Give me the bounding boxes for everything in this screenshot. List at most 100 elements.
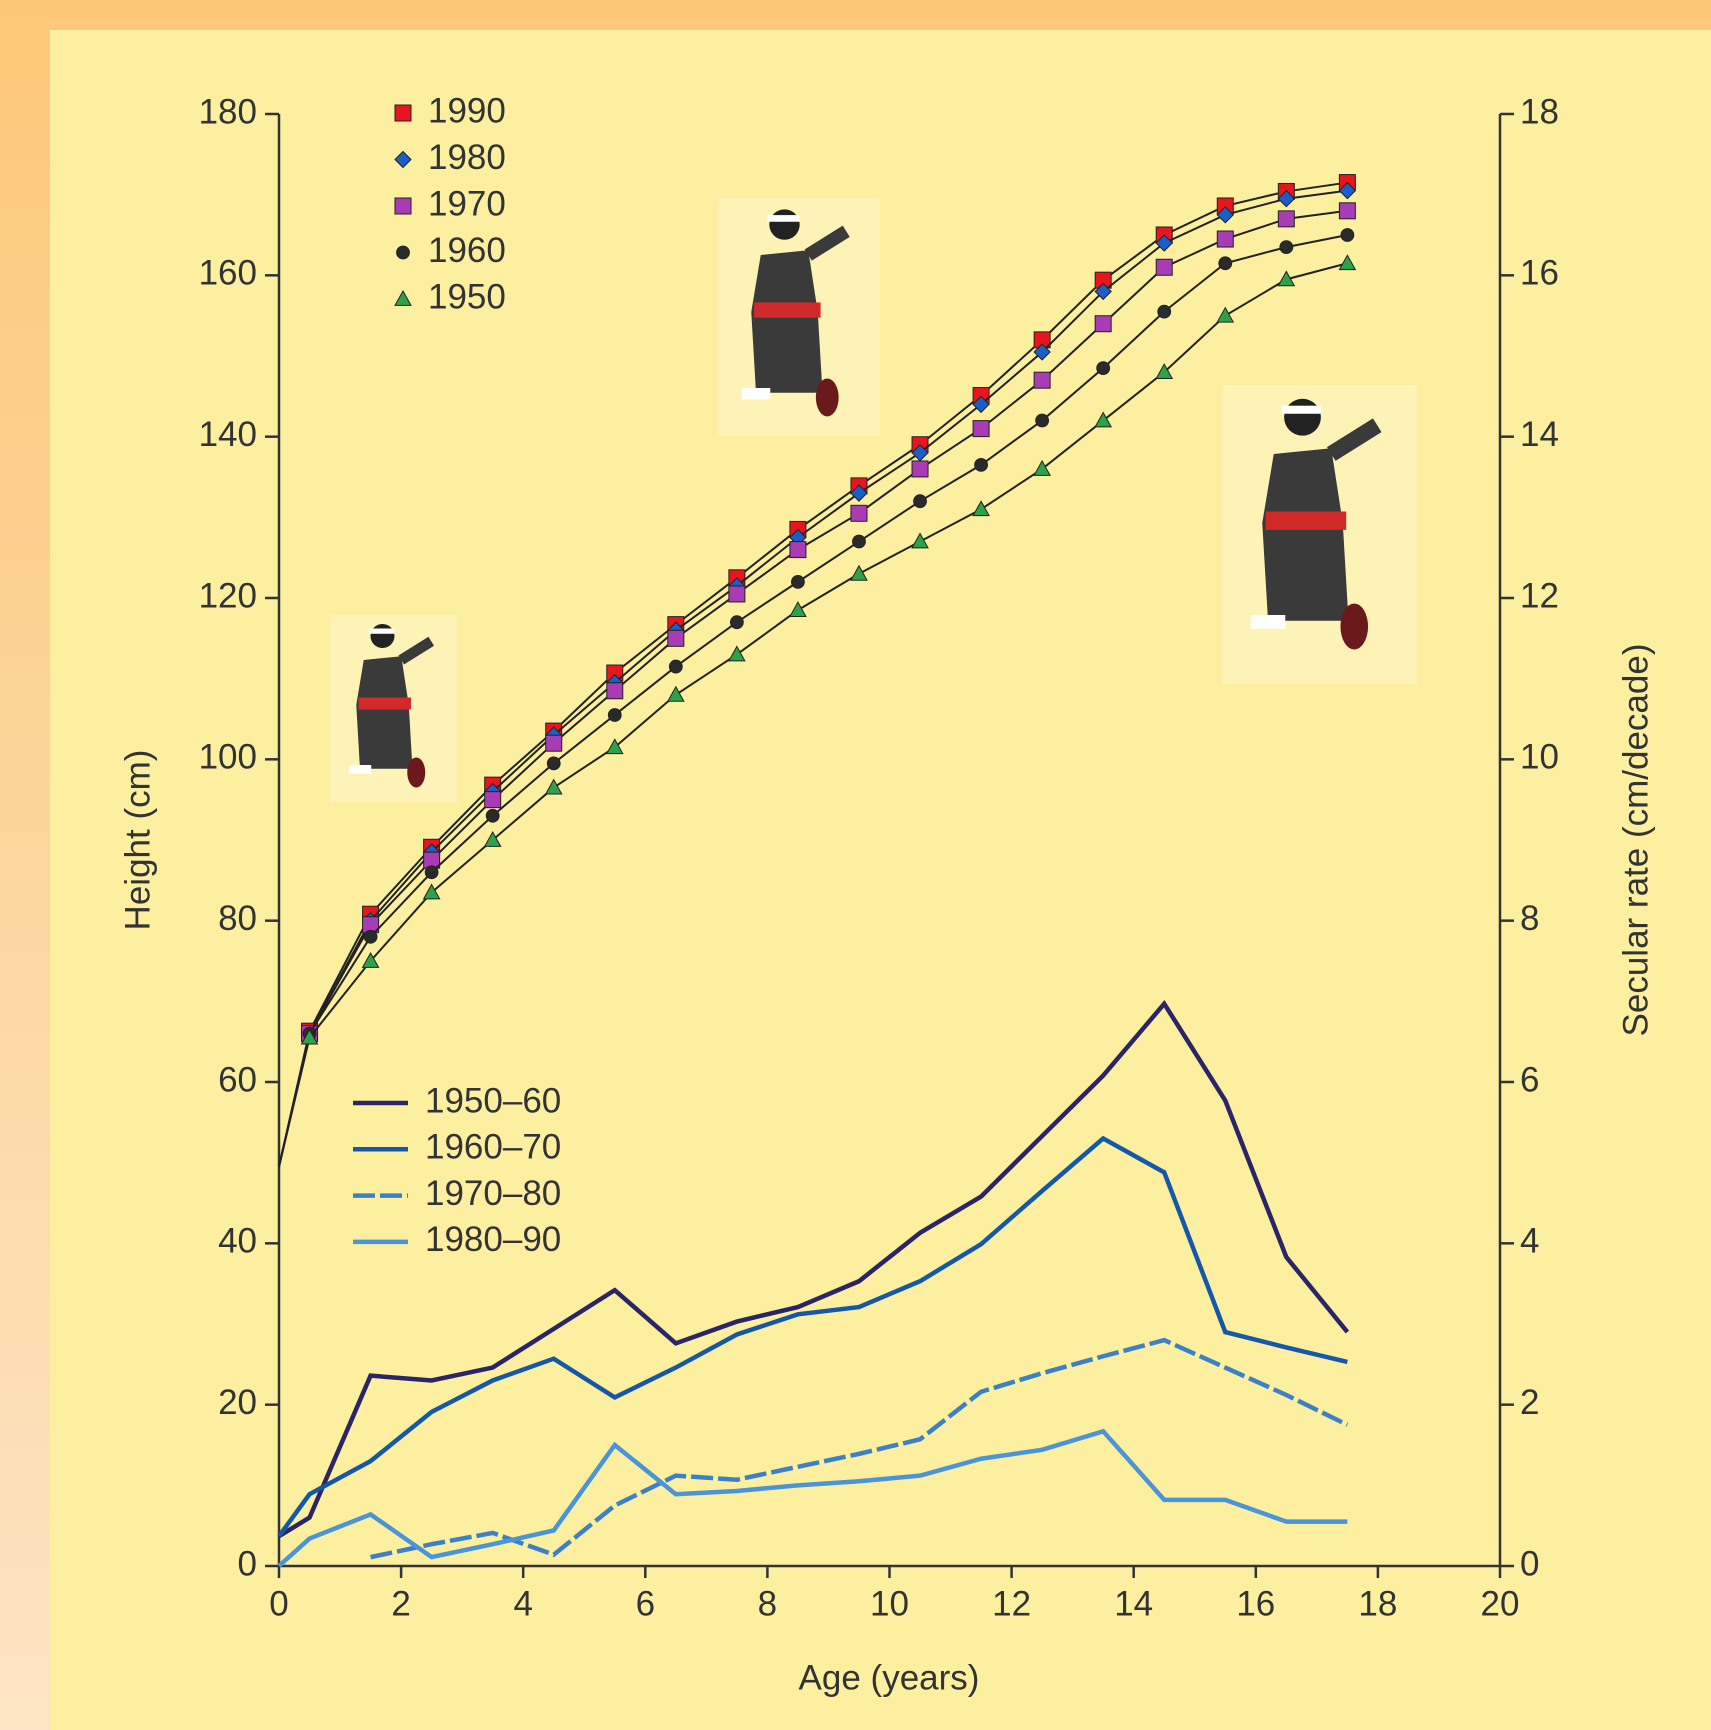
marker: [607, 708, 622, 722]
y-axis-label: Height (cm): [118, 750, 157, 931]
legend-label: 1990: [428, 91, 506, 130]
marker: [1035, 413, 1050, 428]
marker: [1094, 282, 1112, 301]
x-tick-label: 18: [1358, 1584, 1397, 1623]
marker: [1338, 202, 1356, 220]
marker: [850, 504, 868, 522]
y2-tick-label: 4: [1520, 1222, 1539, 1261]
marker: [363, 929, 378, 944]
marker: [483, 830, 502, 847]
legend-marker: [396, 245, 410, 260]
y-tick-label: 180: [199, 92, 257, 131]
x-tick-label: 10: [870, 1584, 909, 1623]
marker: [1155, 258, 1173, 276]
y-tick-label: 100: [199, 738, 257, 777]
y-tick-label: 140: [199, 415, 257, 454]
marker: [1094, 411, 1113, 428]
rate-line: [277, 1428, 1348, 1568]
marker: [728, 645, 746, 662]
marker: [546, 756, 561, 771]
y-tick-label: 20: [218, 1383, 257, 1422]
marker: [972, 500, 990, 517]
marker: [1338, 254, 1357, 271]
legend-label: 1980: [428, 138, 506, 177]
marker: [1096, 361, 1111, 376]
marker: [913, 494, 927, 509]
y2-tick-label: 6: [1520, 1060, 1539, 1099]
marker: [300, 1028, 319, 1045]
y2-tick-label: 16: [1520, 254, 1559, 293]
x-tick-label: 0: [269, 1584, 288, 1623]
legend-marker: [394, 150, 412, 169]
figure: [1222, 385, 1418, 684]
x-tick-label: 12: [992, 1584, 1031, 1623]
marker: [789, 541, 807, 559]
marker: [1216, 206, 1234, 224]
marker: [1277, 210, 1295, 228]
marker: [1155, 363, 1174, 380]
x-tick-label: 6: [636, 1584, 655, 1623]
marker: [789, 601, 807, 617]
panel: [50, 30, 1711, 1730]
y2-tick-label: 14: [1520, 415, 1559, 454]
x-axis-label: Age (years): [799, 1658, 980, 1697]
y2-axis-label: Secular rate (cm/decade): [1616, 644, 1655, 1037]
marker: [1033, 459, 1051, 476]
legend-marker: [394, 289, 412, 306]
marker: [850, 564, 868, 581]
marker: [1279, 240, 1294, 255]
marker: [852, 534, 866, 549]
legend-marker: [394, 104, 412, 122]
marker: [605, 738, 624, 755]
marker: [791, 574, 805, 589]
marker: [544, 778, 563, 795]
marker: [1216, 230, 1234, 248]
marker: [1157, 304, 1172, 319]
y2-tick-label: 2: [1520, 1383, 1539, 1422]
marker: [545, 734, 563, 752]
figures: [330, 198, 1418, 803]
figure: [718, 198, 880, 436]
legend-label: 1970–80: [425, 1174, 561, 1213]
marker: [972, 395, 990, 414]
marker: [1340, 228, 1355, 242]
marker: [911, 532, 929, 549]
legend-label: 1960: [428, 231, 506, 270]
marker: [361, 951, 380, 968]
marker: [1218, 256, 1233, 271]
figure: [330, 615, 458, 803]
marker: [850, 484, 868, 502]
marker: [1155, 234, 1173, 252]
marker: [1033, 343, 1051, 361]
marker: [1094, 315, 1112, 333]
marker: [1277, 270, 1296, 287]
legend-label: 1980–90: [425, 1220, 561, 1259]
legend-label: 1970: [428, 184, 506, 223]
marker: [1277, 189, 1296, 208]
x-tick-label: 2: [391, 1584, 410, 1623]
rate-line: [277, 999, 1350, 1539]
marker: [606, 682, 624, 700]
marker: [667, 629, 685, 647]
legend-label: 1960–70: [425, 1128, 561, 1167]
rate-line: [277, 1135, 1348, 1538]
y2-tick-label: 12: [1520, 576, 1559, 615]
legend-label: 1950: [428, 277, 506, 316]
marker: [1216, 306, 1235, 323]
y2-tick-label: 0: [1520, 1544, 1539, 1583]
rate-line: [370, 1337, 1349, 1560]
marker: [666, 685, 685, 702]
marker: [485, 808, 500, 823]
marker: [728, 585, 746, 603]
x-tick-label: 20: [1481, 1584, 1520, 1623]
marker: [484, 791, 502, 809]
y2-tick-label: 8: [1520, 899, 1539, 938]
y-tick-label: 120: [199, 576, 257, 615]
legend-marker: [394, 197, 412, 215]
legend-label: 1950–60: [425, 1081, 561, 1120]
marker: [972, 420, 990, 438]
x-tick-label: 14: [1114, 1584, 1153, 1623]
y-tick-label: 60: [218, 1060, 257, 1099]
